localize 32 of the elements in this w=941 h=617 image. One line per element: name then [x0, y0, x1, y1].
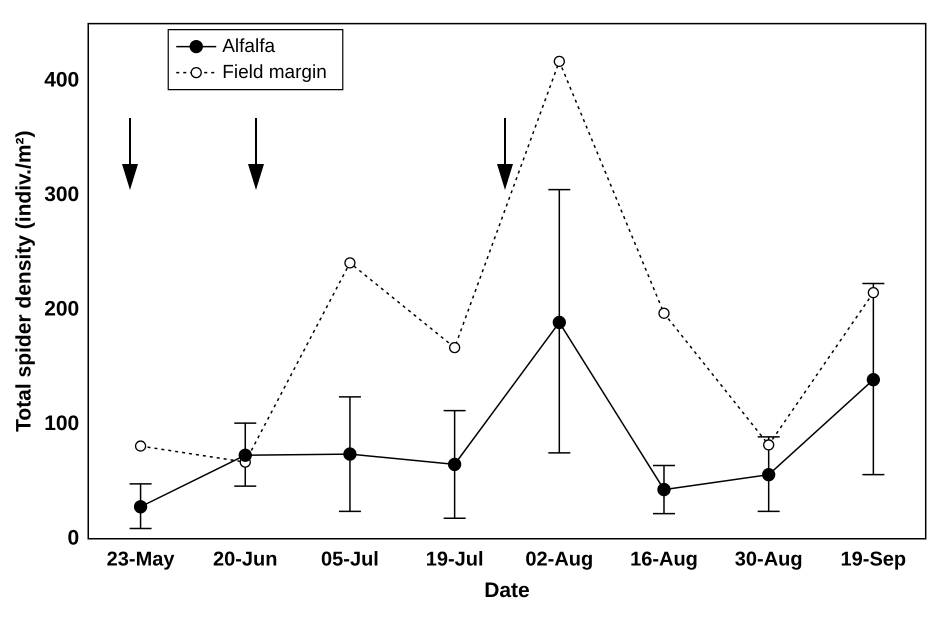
y-tick-label: 300 — [44, 183, 80, 206]
point — [552, 316, 566, 330]
x-tick-label: 19-Jul — [426, 548, 484, 570]
x-tick-label: 19-Sep — [840, 548, 906, 570]
legend-label: Field margin — [222, 62, 327, 83]
point — [866, 373, 880, 386]
x-tick-label: 02-Aug — [525, 548, 594, 570]
point — [448, 342, 460, 354]
x-tick-label: 20-Jun — [213, 548, 278, 570]
legend-label: Alfalfa — [222, 36, 276, 57]
x-tick-label: 23-May — [106, 548, 176, 570]
point — [657, 482, 671, 496]
x-tick-label: 30-Aug — [734, 548, 803, 570]
y-tick-label: 0 — [68, 526, 80, 550]
x-tick-label: 05-Jul — [321, 548, 379, 570]
point — [658, 308, 670, 319]
point — [762, 468, 776, 482]
y-tick-label: 400 — [44, 68, 80, 92]
x-axis-title: Date — [484, 579, 530, 602]
y-tick-label: 200 — [44, 298, 80, 321]
x-tick-label: 16-Aug — [630, 548, 698, 570]
point — [763, 439, 774, 451]
point — [134, 500, 148, 514]
point — [343, 447, 357, 461]
y-tick-label: 100 — [44, 412, 80, 436]
point — [554, 56, 565, 68]
point — [448, 458, 462, 472]
point — [344, 257, 356, 269]
y-axis-title: Total spider density (indiv./m²) — [12, 130, 36, 432]
point — [134, 440, 146, 452]
point — [868, 287, 880, 298]
point — [238, 448, 252, 462]
